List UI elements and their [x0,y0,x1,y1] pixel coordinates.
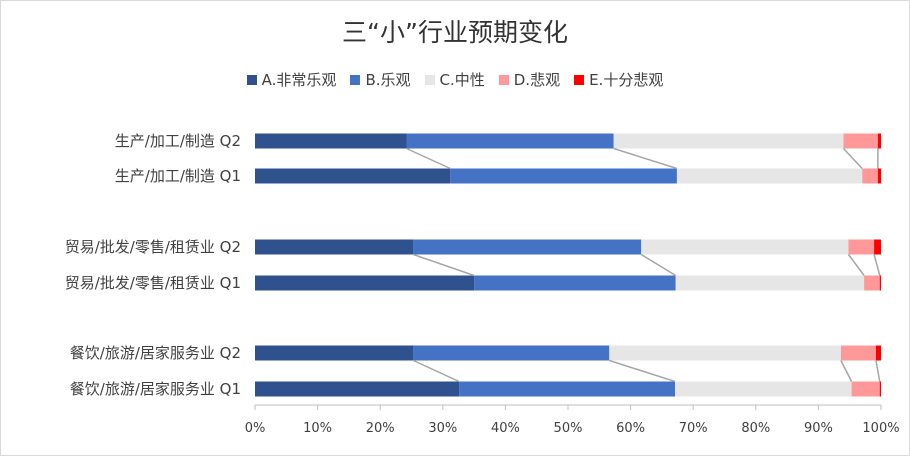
x-tick-label: 60% [616,421,645,436]
bar-segment [840,345,876,361]
x-tick-label: 70% [679,421,708,436]
series-line [640,253,677,277]
bar-segment [848,239,875,255]
bar-segment [255,133,407,149]
x-tick-label: 100% [862,421,899,436]
legend-item: A.非常乐观 [246,69,337,90]
x-tick-label: 10% [303,421,332,436]
category-label: 贸易/批发/零售/租赁业 Q2 [65,238,241,256]
x-tick-label: 90% [804,421,833,436]
legend-label: C.中性 [439,71,485,89]
series-line [413,359,460,383]
bar-segment [874,239,881,255]
x-tick-label: 50% [554,421,583,436]
x-tick-label: 20% [366,421,395,436]
bar-segment [875,345,881,361]
legend-label: E.十分悲观 [589,71,664,89]
bar-segment [675,381,852,397]
legend-swatch [246,74,257,85]
legend-item: B.乐观 [350,69,411,90]
chart-title: 三“小”行业预期变化 [342,18,568,47]
bar-segment [255,239,414,255]
legend-item: C.中性 [424,69,485,90]
category-label: 贸易/批发/零售/租赁业 Q1 [65,274,241,292]
bar-segment [675,275,865,291]
legend-label: B.乐观 [365,71,411,89]
category-label: 生产/加工/制造 Q1 [115,167,241,185]
x-tick-label: 0% [245,421,266,436]
x-tick-label: 40% [491,421,520,436]
series-line [840,360,853,382]
legend: A.非常乐观 B.乐观 C.中性 D.悲观 E.十分悲观 [1,69,909,90]
legend-label: A.非常乐观 [261,71,337,89]
series-line [609,359,676,383]
category-label: 生产/加工/制造 Q2 [115,132,241,150]
series-line [875,360,881,382]
bar-segment [609,345,841,361]
bar-segment [255,381,460,397]
bar-segment [879,381,881,397]
bar-segment [255,168,451,184]
series-line [613,147,678,170]
bar-segment [879,275,881,291]
bar-segment [413,239,642,255]
bar-segment [255,345,414,361]
legend-item: E.十分悲观 [574,69,663,90]
bar-segment [255,275,475,291]
category-label: 餐饮/旅游/居家服务业 Q1 [70,380,241,398]
bar-segment [413,345,610,361]
x-tick-label: 80% [741,421,770,436]
series-line [413,253,475,277]
bar-segment [613,133,844,149]
series-line [842,147,863,170]
series-line [873,254,881,276]
bar-segment [406,133,614,149]
x-tick-label: 30% [428,421,457,436]
legend-swatch [424,74,435,85]
bar-segment [474,275,676,291]
legend-label: D.悲观 [513,71,561,89]
series-line [406,147,451,170]
series-line [847,254,865,276]
bar-segment [450,168,677,184]
bar-segment [851,381,880,397]
legend-swatch [498,74,509,85]
bar-segment [864,275,880,291]
bar-segment [459,381,676,397]
legend-swatch [350,74,361,85]
category-label: 餐饮/旅游/居家服务业 Q2 [70,344,241,362]
bar-segment [641,239,849,255]
bar-segment [843,133,878,149]
bar-segment [877,168,881,184]
legend-swatch [574,74,585,85]
bar-segment [676,168,863,184]
bar-segment [877,133,881,149]
legend-item: D.悲观 [498,69,561,90]
bar-segment [862,168,878,184]
